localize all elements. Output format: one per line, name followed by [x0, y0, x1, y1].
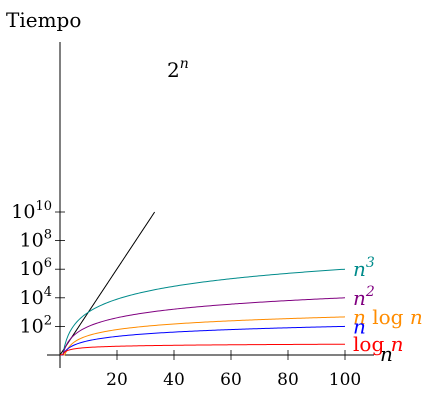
- axes: Tiempo n 20 40 60 80 100 102 104 106 108 1010: [6, 8, 393, 390]
- series-line: [60, 297, 346, 356]
- y-tick-label: 106: [20, 256, 52, 280]
- series-line: [59, 343, 345, 356]
- x-tick-label: 60: [220, 370, 242, 390]
- series-label: n3: [353, 255, 375, 281]
- series-label: n log n: [353, 305, 423, 329]
- series-label: 2n: [167, 56, 189, 82]
- x-axis-title: n: [380, 342, 393, 366]
- curves: [59, 211, 346, 356]
- y-tick-label: 102: [20, 313, 52, 337]
- series-line: [60, 316, 346, 356]
- series-line: [60, 325, 346, 356]
- series-label: n: [353, 314, 366, 338]
- x-tick-label: 40: [163, 370, 185, 390]
- y-tick-label: 104: [20, 285, 52, 309]
- y-tick-label: 108: [20, 228, 52, 252]
- x-tick-label: 100: [329, 370, 361, 390]
- series-line: [60, 268, 346, 356]
- series-label: n2: [353, 284, 375, 310]
- series-label: log n: [353, 332, 404, 356]
- series-line: [59, 211, 156, 356]
- y-axis-title: Tiempo: [6, 8, 81, 32]
- x-tick-label: 80: [277, 370, 299, 390]
- y-tick-label: 1010: [11, 199, 52, 223]
- x-tick-label: 20: [106, 370, 128, 390]
